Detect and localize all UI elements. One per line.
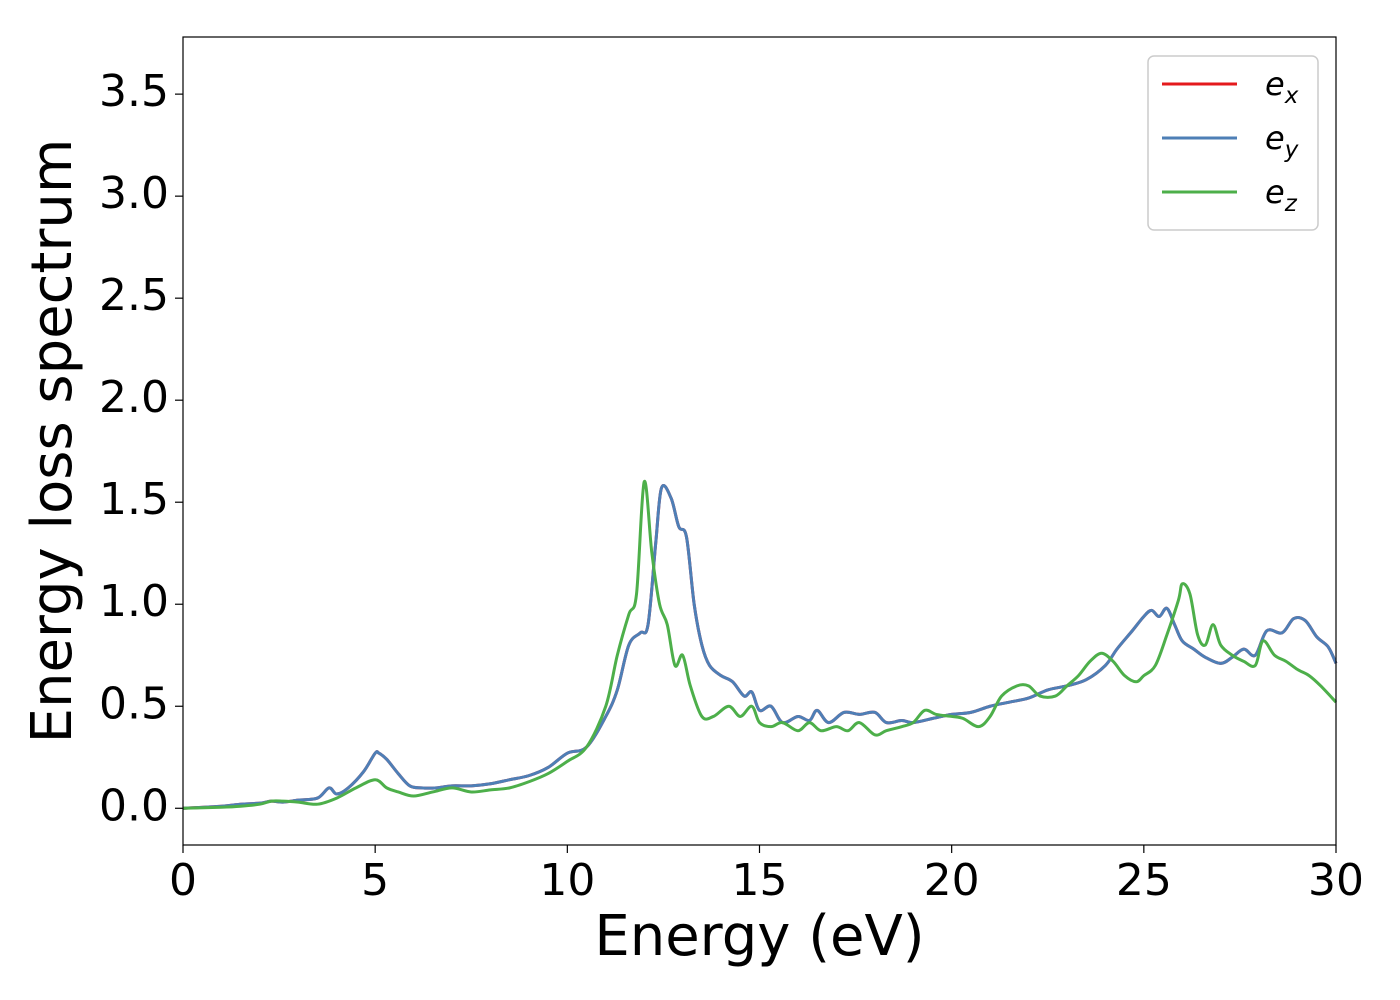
x-tick-label: 0 bbox=[169, 855, 197, 906]
series-line-ey bbox=[182, 483, 1338, 810]
y-tick-label: 0.5 bbox=[99, 678, 169, 729]
legend-subscript: z bbox=[1284, 191, 1298, 217]
y-tick-label: 3.0 bbox=[99, 168, 169, 219]
y-tick-label: 0.0 bbox=[99, 780, 169, 831]
legend-symbol: e bbox=[1265, 119, 1285, 157]
x-tick-label: 20 bbox=[924, 855, 980, 906]
series-layer bbox=[182, 480, 1338, 810]
series-line-ez bbox=[182, 480, 1338, 810]
legend-box bbox=[1147, 55, 1319, 231]
x-tick-label: 25 bbox=[1116, 855, 1172, 906]
legend-label-ey: ey bbox=[1265, 119, 1299, 163]
x-tick-label: 10 bbox=[539, 855, 595, 906]
legend-symbol: e bbox=[1265, 173, 1285, 211]
y-axis-label: Energy loss spectrum bbox=[20, 139, 85, 744]
x-tick-label: 15 bbox=[732, 855, 788, 906]
y-tick-label: 2.5 bbox=[99, 270, 169, 321]
y-tick-label: 1.5 bbox=[99, 474, 169, 525]
legend-subscript: y bbox=[1284, 137, 1299, 163]
y-axis: 0.0 0.5 1.0 1.5 2.0 2.5 3.0 3.5 bbox=[99, 66, 183, 831]
y-tick-label: 1.0 bbox=[99, 576, 169, 627]
x-axis: 0 5 10 15 20 25 30 bbox=[169, 845, 1364, 906]
y-tick-label: 3.5 bbox=[99, 66, 169, 117]
legend-label-ex: ex bbox=[1265, 65, 1299, 109]
legend-subscript: x bbox=[1284, 83, 1299, 109]
x-tick-label: 5 bbox=[361, 855, 389, 906]
x-axis-label: Energy (eV) bbox=[594, 904, 924, 969]
legend-label-ez: ez bbox=[1265, 173, 1298, 217]
legend-symbol: e bbox=[1265, 65, 1285, 103]
x-tick-label: 30 bbox=[1308, 855, 1364, 906]
y-tick-label: 2.0 bbox=[99, 372, 169, 423]
